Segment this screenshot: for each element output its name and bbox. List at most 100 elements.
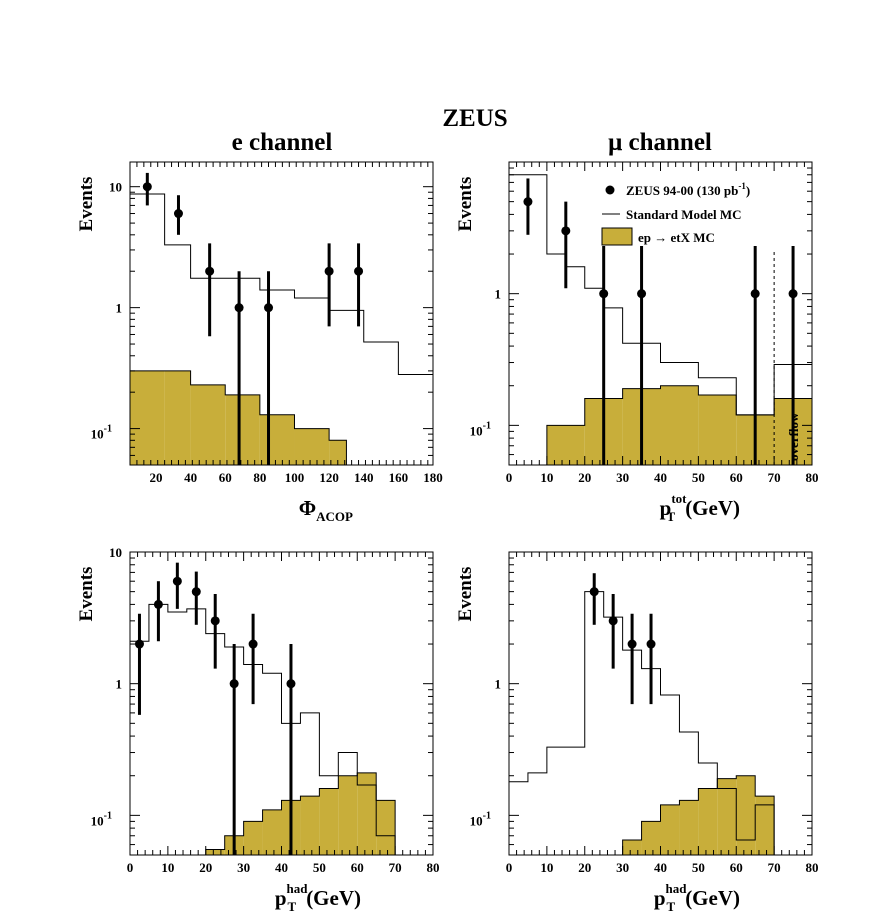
legend-data-text: ZEUS 94-00 (130 pb <box>626 183 738 198</box>
signal-mc-bin <box>329 440 347 465</box>
x-tick-label: 60 <box>219 470 232 485</box>
data-point <box>354 266 364 276</box>
y-tick-label: 1 <box>116 301 123 316</box>
data-point <box>324 266 334 276</box>
data-point <box>788 289 798 299</box>
x-axis-label: ΦACOP <box>299 496 353 524</box>
legend-data-sup: -1 <box>738 181 746 191</box>
data-point <box>248 639 258 649</box>
x-tick-label: 70 <box>768 470 781 485</box>
sm-mc-line <box>130 603 396 855</box>
x-label-symbol: p <box>275 886 287 910</box>
data-point <box>153 599 163 609</box>
x-tick-label: 40 <box>654 470 667 485</box>
legend-data-label: ZEUS 94-00 (130 pb-1) <box>626 181 750 198</box>
x-tick-label: 140 <box>354 470 374 485</box>
x-tick-label: 30 <box>237 860 250 875</box>
y-axis-label: Events <box>76 177 97 232</box>
signal-mc-bin <box>641 821 661 855</box>
plot-area <box>509 174 812 465</box>
signal-mc-bin <box>262 809 282 855</box>
signal-mc-bin <box>546 425 585 465</box>
x-tick-label: 80 <box>806 860 819 875</box>
x-tick-label: 20 <box>578 860 591 875</box>
y-tick-label: 1 <box>495 677 502 692</box>
y-tick-exponent: -1 <box>483 810 491 821</box>
x-tick-label: 80 <box>806 470 819 485</box>
data-point <box>229 679 239 689</box>
x-label-sub: ACOP <box>316 509 353 524</box>
x-tick-label: 0 <box>506 860 513 875</box>
data-point <box>750 289 760 299</box>
x-tick-label: 60 <box>351 860 364 875</box>
y-tick-label: 1 <box>495 287 502 302</box>
y-tick-label: 10 <box>109 545 122 560</box>
panel-top-left: 20 40 60 80 100 120 140 160 180 10 1 10-1 Events ΦACO… <box>76 161 443 524</box>
x-tick-label: 30 <box>616 470 629 485</box>
x-label-symbol: p <box>660 496 672 520</box>
legend: ZEUS 94-00 (130 pb-1) Standard Model MC ep… <box>601 181 750 246</box>
x-tick-label: 10 <box>161 860 174 875</box>
data-point <box>627 639 637 649</box>
data-point <box>191 587 201 597</box>
data-point <box>234 303 244 313</box>
y-tick-exponent: -1 <box>483 420 491 431</box>
x-axis-label: phad T (GeV) <box>275 881 361 914</box>
data-point <box>589 587 599 597</box>
signal-mc-bin <box>130 370 165 465</box>
figure-title: ZEUS <box>442 105 507 132</box>
x-tick-label: 50 <box>313 860 326 875</box>
signal-mc-bin <box>660 385 699 465</box>
x-tick-label: 100 <box>285 470 305 485</box>
signal-mc-bin <box>698 395 737 465</box>
x-tick-label: 40 <box>275 860 288 875</box>
x-label-unit: (GeV) <box>685 886 740 910</box>
sm-mc-line <box>130 193 433 376</box>
signal-mc-bin <box>300 796 320 855</box>
x-tick-label: 70 <box>389 860 402 875</box>
panel-bottom-left: 0 10 20 30 40 50 60 70 80 10 1 10-1 Events phad T (GeV) <box>76 545 440 914</box>
x-tick-label: 60 <box>730 470 743 485</box>
data-point <box>608 616 618 626</box>
column-title-mu: μ channel <box>608 129 712 156</box>
x-tick-label: 0 <box>506 470 513 485</box>
x-label-symbol: Φ <box>299 496 316 520</box>
x-label-unit: (GeV) <box>685 496 740 520</box>
legend-data-marker <box>605 185 615 195</box>
signal-mc-bin <box>736 775 756 855</box>
signal-mc-bin <box>205 849 225 855</box>
x-tick-label: 10 <box>540 470 553 485</box>
x-tick-label: 40 <box>654 860 667 875</box>
x-tick-label: 40 <box>184 470 197 485</box>
x-label-sup: tot <box>671 491 687 506</box>
signal-mc-bin <box>338 775 358 855</box>
y-axis-label: Events <box>455 567 476 622</box>
signal-mc-outline <box>622 775 775 855</box>
plot-area <box>130 562 396 855</box>
x-tick-label: 70 <box>768 860 781 875</box>
data-point <box>561 226 571 236</box>
signal-mc-bin <box>660 804 680 855</box>
legend-signal-label: ep → etX MC <box>638 230 715 245</box>
y-tick-label: 10-1 <box>470 420 491 438</box>
y-tick-label: 10-1 <box>91 810 112 828</box>
y-tick-exponent: -1 <box>104 810 112 821</box>
data-point <box>637 289 647 299</box>
y-tick-label: 10-1 <box>91 424 112 442</box>
x-tick-label: 10 <box>540 860 553 875</box>
x-tick-label: 0 <box>127 860 134 875</box>
x-axis-label: ptot T (GeV) <box>660 491 740 524</box>
data-point <box>286 679 296 689</box>
x-label-sup: had <box>666 881 688 896</box>
data-point <box>205 266 215 276</box>
x-label-sub: T <box>667 509 676 524</box>
signal-mc-bin <box>698 788 718 855</box>
y-axis-label: Events <box>76 567 97 622</box>
x-tick-label: 20 <box>578 470 591 485</box>
signal-mc-bin <box>243 821 263 855</box>
plot-area <box>509 573 775 855</box>
signal-mc-bin <box>357 772 377 855</box>
data-point <box>646 639 656 649</box>
x-label-unit: (GeV) <box>306 886 361 910</box>
